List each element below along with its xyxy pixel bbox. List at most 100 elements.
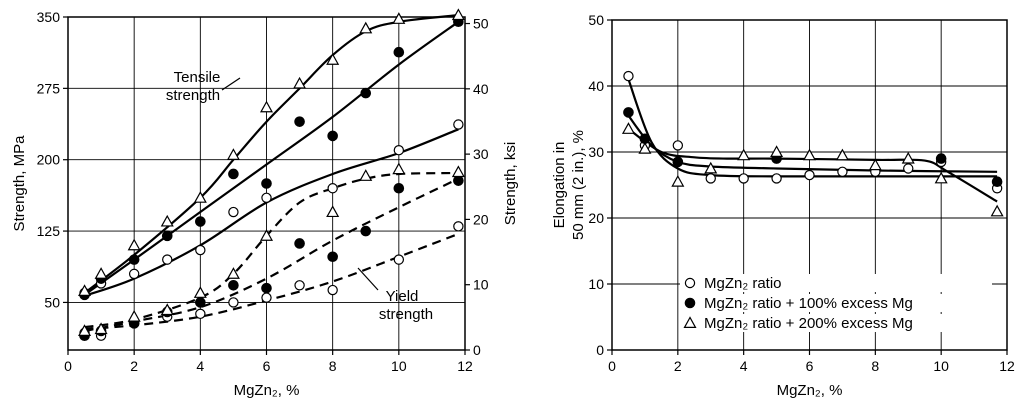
fit-curve-solid: [83, 14, 459, 294]
legend-marker-triangle-open: [683, 316, 697, 328]
data-point-circle-filled: [228, 280, 239, 291]
y-axis-label-line2: 50 mm (2 in.), %: [570, 130, 587, 240]
data-point-circle-filled: [195, 216, 206, 227]
data-point-circle-open: [903, 163, 914, 174]
y-tick-label: 20: [588, 210, 604, 226]
data-point-circle-filled: [161, 230, 173, 242]
data-point-triangle-open: [359, 21, 373, 34]
data-point-circle-open: [195, 308, 206, 320]
data-point-circle-filled: [195, 297, 206, 308]
data-point-triangle-open: [259, 229, 274, 241]
x-tick-label: 10: [391, 358, 407, 374]
data-point-circle-open: [804, 169, 815, 181]
y2-tick-label: 50: [473, 16, 489, 32]
data-point-circle-open: [393, 254, 405, 265]
x-tick-label: 2: [130, 358, 138, 374]
data-point-triangle-open: [78, 284, 92, 297]
x-tick-label: 8: [871, 358, 879, 374]
y-tick-label: 350: [37, 9, 61, 25]
x-axis-label: MgZn₂, %: [234, 382, 300, 399]
x-axis-label: MgZn₂, %: [777, 382, 843, 399]
y2-tick-label: 40: [473, 81, 489, 97]
data-point-triangle-open: [193, 286, 207, 298]
data-point-circle-filled: [393, 182, 405, 194]
data-point-circle-filled: [935, 153, 947, 164]
data-point-triangle-open: [193, 191, 207, 203]
legend-marker-circle-open: [684, 277, 696, 289]
y-axis-label-line1: Elongation in: [551, 142, 568, 229]
data-point-circle-filled: [453, 175, 464, 186]
x-tick-label: 6: [263, 358, 271, 374]
legend-label: MgZn₂ ratio + 200% excess Mg: [704, 315, 913, 332]
data-point-triangle-open: [94, 322, 108, 335]
x-tick-label: 0: [64, 358, 72, 374]
data-point-circle-open: [771, 173, 782, 184]
annotation-yield-leader: [357, 267, 379, 291]
y2-tick-label: 10: [473, 277, 489, 293]
data-point-circle-filled: [261, 178, 272, 189]
data-point-circle-open: [672, 140, 684, 151]
legend-entry-bg: [680, 294, 992, 312]
data-point-triangle-open: [127, 238, 141, 251]
y-tick-label: 275: [37, 80, 61, 96]
y-tick-label: 30: [588, 144, 604, 160]
data-point-triangle-open: [737, 148, 751, 161]
data-point-triangle-open: [326, 205, 340, 218]
data-point-circle-open: [327, 183, 338, 194]
y2-tick-label: 30: [473, 146, 489, 162]
data-point-circle-open: [453, 221, 464, 232]
data-point-triangle-open: [704, 161, 718, 174]
data-point-circle-open: [162, 254, 173, 265]
annotation-tensile-line2: strength: [166, 87, 220, 104]
legend-label: MgZn₂ ratio + 100% excess Mg: [704, 295, 913, 312]
data-point-circle-filled: [327, 251, 338, 263]
y2-tick-label: 20: [473, 211, 489, 227]
y-tick-label: 10: [588, 276, 604, 292]
y-tick-label: 200: [37, 152, 61, 168]
annotation-yield-line2: strength: [379, 306, 433, 323]
x-tick-label: 0: [608, 358, 616, 374]
data-point-triangle-open: [621, 122, 635, 134]
legend-entry-bg: [680, 274, 992, 292]
data-point-circle-filled: [261, 282, 272, 294]
data-point-circle-filled: [360, 225, 372, 237]
annotation-tensile-line1: Tensile: [174, 69, 221, 86]
data-point-triangle-open: [770, 145, 784, 157]
x-tick-label: 4: [740, 358, 748, 374]
y-tick-label: 50: [44, 294, 60, 310]
data-point-circle-open: [228, 297, 239, 308]
data-point-circle-filled: [672, 156, 684, 168]
y-tick-label: 50: [588, 12, 604, 28]
data-point-circle-filled: [360, 87, 372, 99]
data-point-triangle-open: [259, 100, 274, 113]
data-point-triangle-open: [326, 53, 340, 65]
data-point-circle-filled: [128, 254, 140, 265]
legend-label: MgZn₂ ratio: [704, 275, 782, 292]
legend-entry-bg: [680, 314, 992, 332]
data-point-triangle-open: [160, 214, 174, 227]
data-point-circle-open: [453, 119, 464, 130]
data-point-circle-open: [261, 292, 272, 303]
data-point-triangle-open: [868, 158, 882, 171]
data-point-circle-filled: [294, 116, 305, 127]
data-point-triangle-open: [392, 12, 406, 24]
data-point-triangle-open: [392, 162, 406, 175]
data-point-triangle-open: [160, 303, 174, 316]
data-point-circle-filled: [228, 168, 239, 180]
y-tick-label: 0: [596, 342, 604, 358]
x-tick-label: 8: [329, 358, 337, 374]
data-point-triangle-open: [638, 141, 652, 154]
data-point-triangle-open: [901, 151, 915, 164]
data-point-triangle-open: [226, 148, 240, 160]
data-point-circle-filled: [327, 130, 338, 142]
x-tick-label: 12: [457, 358, 473, 374]
data-point-circle-open: [195, 244, 206, 256]
x-tick-label: 2: [674, 358, 682, 374]
data-point-triangle-open: [802, 148, 817, 161]
data-point-triangle-open: [934, 171, 948, 184]
data-point-circle-filled: [294, 238, 305, 249]
x-tick-label: 12: [999, 358, 1015, 374]
data-point-triangle-open: [293, 76, 307, 89]
fit-curve-solid: [83, 20, 460, 296]
